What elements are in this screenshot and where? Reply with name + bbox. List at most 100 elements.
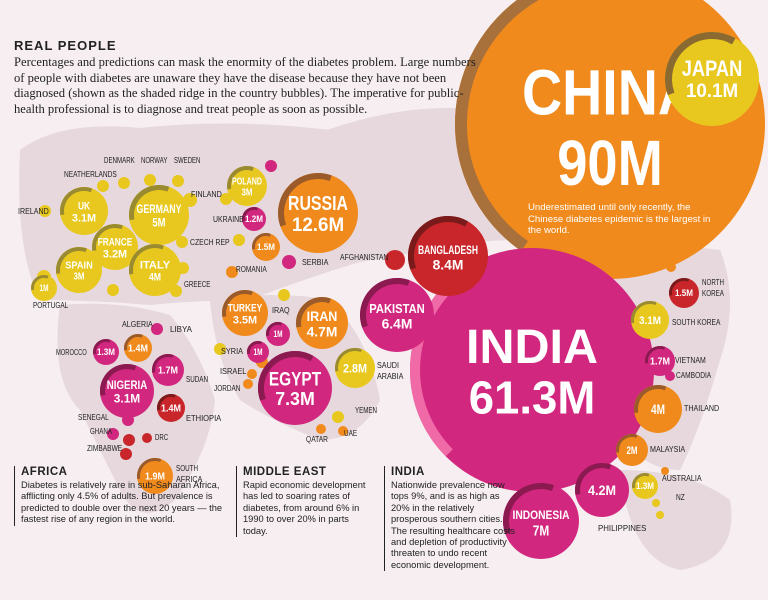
- bubble-value: 8.4M: [433, 256, 464, 272]
- undiagnosed-ridge: [360, 278, 410, 328]
- bubble-value: 3M: [242, 188, 253, 199]
- small-dot-29: [142, 433, 152, 443]
- bubble-value-17: 4.2M: [575, 463, 629, 517]
- bubble-circle: [60, 187, 108, 235]
- small-dot-30: [120, 448, 132, 460]
- bubble-circle: [129, 185, 189, 245]
- label-ghana: GHANA: [90, 427, 113, 436]
- undiagnosed-ridge: [278, 173, 332, 227]
- bubble-value-18: 4M: [634, 385, 682, 433]
- bubble-country: NIGERIA: [107, 378, 148, 392]
- label-arabia: ARABIA: [377, 372, 404, 381]
- small-dot-28: [123, 434, 135, 446]
- bubble-circle: [616, 434, 648, 466]
- label-ethiopia: ETHIOPIA: [186, 414, 222, 423]
- small-dot-37: [661, 467, 669, 475]
- small-dot-17: [278, 289, 290, 301]
- small-dot-14: [282, 255, 296, 269]
- undiagnosed-ridge: [137, 458, 162, 480]
- small-dot-22: [332, 411, 344, 423]
- small-dot-27: [107, 428, 119, 440]
- bubble-value-28: 1.4M: [157, 394, 185, 422]
- intro-text: Percentages and predictions can mask the…: [14, 55, 476, 116]
- bubble-value: 1.2M: [245, 214, 263, 224]
- label-saudi: SAUDI: [377, 361, 399, 370]
- bubble-circle: [360, 278, 434, 352]
- bubble-circle: [266, 322, 290, 346]
- bubble-value-19: 3.1M: [631, 301, 669, 339]
- small-dot-5: [39, 205, 51, 217]
- bubble-value: 1M: [254, 347, 263, 357]
- undiagnosed-ridge: [100, 364, 137, 396]
- bubble-value: 1.9M: [145, 472, 165, 483]
- bubble-circle: [157, 394, 185, 422]
- label-sweden: SWEDEN: [174, 156, 201, 165]
- undiagnosed-ridge: [669, 278, 690, 296]
- bubble-value: 1.5M: [257, 242, 275, 252]
- bubble-country: BANGLADESH: [418, 243, 478, 257]
- small-dot-0: [118, 177, 130, 189]
- label-denmark: DENMARK: [104, 156, 135, 165]
- small-dot-21: [243, 379, 253, 389]
- bubble-country: PAKISTAN: [369, 301, 425, 316]
- bubble-value: 7M: [533, 522, 550, 539]
- undiagnosed-ridge: [665, 32, 736, 96]
- bubble-value-22: 1.9M: [137, 458, 173, 494]
- bubble-circle: [634, 385, 682, 433]
- label-greece: GREECE: [184, 280, 210, 289]
- bubble-circle: [258, 351, 332, 425]
- country-labels: DENMARK NORWAY SWEDEN NEATHERLANDS FINLAND IR…: [18, 156, 725, 533]
- undiagnosed-ridge: [616, 434, 638, 453]
- bubble-value: 2.8M: [343, 361, 367, 375]
- label-thailand: THAILAND: [684, 404, 719, 413]
- label-qatar: QATAR: [306, 435, 328, 444]
- bubble-value: 3.1M: [114, 391, 140, 405]
- undiagnosed-ridge: [56, 247, 87, 274]
- bubble-value-34: 1M: [247, 341, 269, 363]
- label-norway: NORWAY: [141, 156, 168, 165]
- label-jordan: JORDAN: [214, 384, 241, 393]
- page-title: REAL PEOPLE: [14, 38, 117, 53]
- small-dot-9: [107, 284, 119, 296]
- label-nz: NZ: [676, 493, 685, 502]
- bubble-country: UK: [78, 200, 90, 212]
- bubble-value: 3.1M: [72, 212, 96, 224]
- bubble-circle: [152, 354, 184, 386]
- bubble-circle: [247, 341, 269, 363]
- undiagnosed-ridge: [93, 339, 111, 355]
- bubble-value-30: 1.3M: [632, 473, 658, 499]
- undiagnosed-ridge: [129, 244, 164, 275]
- bubble-circle: [31, 275, 57, 301]
- label-north: NORTH: [702, 278, 724, 287]
- undiagnosed-ridge: [242, 207, 259, 222]
- bubble-circle: [222, 290, 268, 336]
- undiagnosed-ridge: [335, 348, 362, 372]
- undiagnosed-ridge: [157, 394, 176, 411]
- bubble-value: 6.4M: [382, 315, 413, 331]
- undiagnosed-ridge: [252, 233, 271, 250]
- bubble-value: 61.3M: [469, 372, 596, 424]
- small-dot-4: [97, 180, 109, 192]
- label-africa: AFRICA: [176, 475, 203, 484]
- label-ireland: IRELAND: [18, 207, 49, 216]
- label-cambodia: CAMBODIA: [676, 371, 712, 380]
- undiagnosed-ridge: [222, 290, 253, 317]
- bubble-value: 4.2M: [588, 482, 616, 498]
- undiagnosed-ridge: [575, 463, 612, 495]
- label-libya: LIBYA: [170, 325, 193, 334]
- bubble-value-25: 1.5M: [669, 278, 699, 308]
- bubble-value: 3.1M: [639, 315, 661, 327]
- bubble-country: RUSSIA: [288, 193, 348, 215]
- bubble-value-26: 1.5M: [252, 233, 280, 261]
- bubble-circle: [669, 278, 699, 308]
- label-vietnam: VIETNAM: [675, 356, 706, 365]
- label-ukraine: UKRAINE: [213, 215, 244, 224]
- label-syria: SYRIA: [221, 347, 244, 356]
- india-note-title: INDIA: [391, 466, 425, 478]
- country-bubbles: CHINA90MJAPAN10.1MINDIA61.3MRUSSIA12.6MB…: [31, 0, 765, 559]
